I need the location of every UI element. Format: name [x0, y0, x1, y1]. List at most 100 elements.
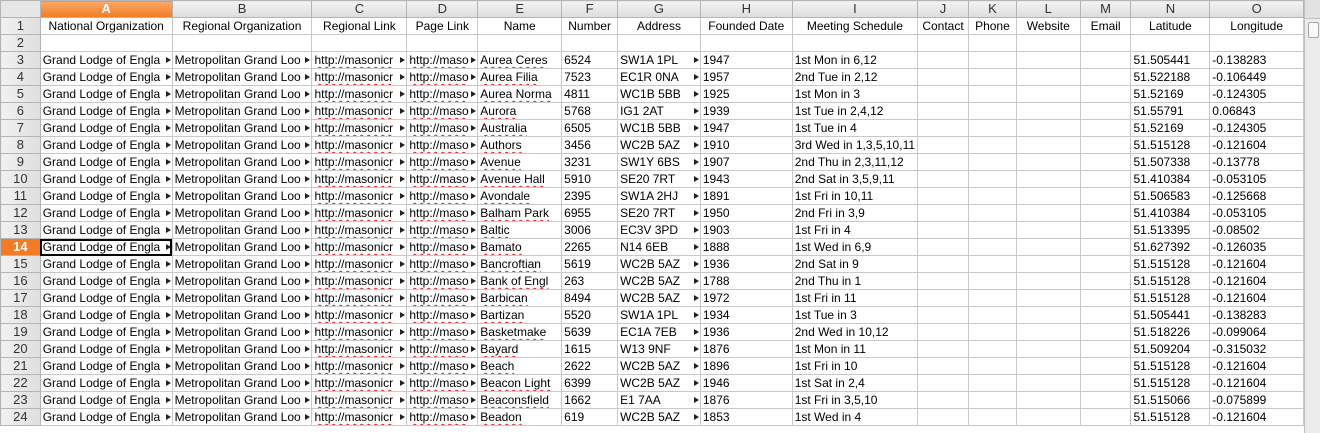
- cell-email[interactable]: [1079, 238, 1132, 256]
- cell-name[interactable]: Aurea Norma: [477, 85, 563, 103]
- cell-address[interactable]: W13 9NF: [617, 340, 701, 358]
- empty-cell[interactable]: [39, 34, 173, 52]
- cell-founded-date[interactable]: 1925: [699, 85, 793, 103]
- header-cell[interactable]: Meeting Schedule: [791, 17, 919, 35]
- cell-page-link[interactable]: http://maso: [406, 238, 479, 256]
- cell-name[interactable]: Beadon: [477, 408, 563, 426]
- cell-number[interactable]: 2395: [561, 187, 619, 205]
- row-header[interactable]: 11: [0, 187, 41, 205]
- cell-national-organization[interactable]: Grand Lodge of Engla: [39, 170, 173, 188]
- cell-longitude[interactable]: -0.121604: [1209, 136, 1304, 154]
- empty-cell[interactable]: [791, 34, 919, 52]
- cell-phone[interactable]: [967, 323, 1017, 341]
- cell-email[interactable]: [1079, 272, 1132, 290]
- cell-phone[interactable]: [967, 204, 1017, 222]
- cell-latitude[interactable]: 51.507338: [1130, 153, 1211, 171]
- cell-number[interactable]: 2265: [561, 238, 619, 256]
- row-header[interactable]: 23: [0, 391, 41, 409]
- cell-founded-date[interactable]: 1788: [699, 272, 793, 290]
- header-cell[interactable]: Website: [1015, 17, 1081, 35]
- cell-number[interactable]: 6505: [561, 119, 619, 137]
- vertical-scrollbar[interactable]: [1304, 0, 1320, 433]
- cell-national-organization[interactable]: Grand Lodge of Engla: [39, 391, 173, 409]
- cell-address[interactable]: WC1B 5BB: [617, 119, 701, 137]
- cell-contact[interactable]: [917, 357, 969, 375]
- cell-name[interactable]: Australia: [477, 119, 563, 137]
- cell-number[interactable]: 5619: [561, 255, 619, 273]
- cell-regional-link[interactable]: http://masonicr: [311, 306, 408, 324]
- column-header-c[interactable]: C: [311, 0, 408, 18]
- cell-longitude[interactable]: -0.075899: [1209, 391, 1304, 409]
- cell-email[interactable]: [1079, 306, 1132, 324]
- cell-regional-link[interactable]: http://masonicr: [311, 323, 408, 341]
- cell-regional-link[interactable]: http://masonicr: [311, 119, 408, 137]
- cell-national-organization[interactable]: Grand Lodge of Engla: [39, 255, 173, 273]
- cell-national-organization[interactable]: Grand Lodge of Engla: [39, 357, 173, 375]
- empty-cell[interactable]: [967, 34, 1017, 52]
- cell-latitude[interactable]: 51.627392: [1130, 238, 1211, 256]
- cell-meeting-schedule[interactable]: 1st Mon in 6,12: [791, 51, 919, 69]
- cell-email[interactable]: [1079, 221, 1132, 239]
- row-header[interactable]: 19: [0, 323, 41, 341]
- cell-address[interactable]: WC1B 5BB: [617, 85, 701, 103]
- cell-contact[interactable]: [917, 221, 969, 239]
- cell-longitude[interactable]: -0.13778: [1209, 153, 1304, 171]
- cell-name[interactable]: Beaconsfield: [477, 391, 563, 409]
- cell-page-link[interactable]: http://maso: [406, 357, 479, 375]
- cell-national-organization[interactable]: Grand Lodge of Engla: [39, 136, 173, 154]
- cell-latitude[interactable]: 51.506583: [1130, 187, 1211, 205]
- cell-national-organization[interactable]: Grand Lodge of Engla: [39, 204, 173, 222]
- cell-number[interactable]: 7523: [561, 68, 619, 86]
- cell-national-organization[interactable]: Grand Lodge of Engla: [39, 68, 173, 86]
- cell-website[interactable]: [1015, 340, 1081, 358]
- cell-regional-link[interactable]: http://masonicr: [311, 153, 408, 171]
- cell-longitude[interactable]: -0.138283: [1209, 51, 1304, 69]
- cell-website[interactable]: [1015, 374, 1081, 392]
- cell-email[interactable]: [1079, 204, 1132, 222]
- cell-contact[interactable]: [917, 153, 969, 171]
- cell-number[interactable]: 8494: [561, 289, 619, 307]
- cell-phone[interactable]: [967, 68, 1017, 86]
- cell-contact[interactable]: [917, 306, 969, 324]
- cell-address[interactable]: SW1Y 6BS: [617, 153, 701, 171]
- column-header-o[interactable]: O: [1209, 0, 1304, 18]
- cell-phone[interactable]: [967, 289, 1017, 307]
- cell-page-link[interactable]: http://maso: [406, 255, 479, 273]
- row-header[interactable]: 10: [0, 170, 41, 188]
- cell-website[interactable]: [1015, 306, 1081, 324]
- cell-page-link[interactable]: http://maso: [406, 51, 479, 69]
- cell-latitude[interactable]: 51.515128: [1130, 408, 1211, 426]
- cell-longitude[interactable]: -0.126035: [1209, 238, 1304, 256]
- cell-longitude[interactable]: 0.06843: [1209, 102, 1304, 120]
- cell-contact[interactable]: [917, 255, 969, 273]
- cell-latitude[interactable]: 51.515066: [1130, 391, 1211, 409]
- header-cell[interactable]: Contact: [917, 17, 969, 35]
- cell-regional-link[interactable]: http://masonicr: [311, 187, 408, 205]
- cell-email[interactable]: [1079, 255, 1132, 273]
- cell-national-organization[interactable]: Grand Lodge of Engla: [39, 374, 173, 392]
- header-cell[interactable]: National Organization: [39, 17, 173, 35]
- cell-meeting-schedule[interactable]: 3rd Wed in 1,3,5,10,11: [791, 136, 919, 154]
- cell-address[interactable]: WC2B 5AZ: [617, 289, 701, 307]
- cell-contact[interactable]: [917, 323, 969, 341]
- cell-contact[interactable]: [917, 289, 969, 307]
- cell-name[interactable]: Avenue: [477, 153, 563, 171]
- cell-website[interactable]: [1015, 136, 1081, 154]
- cell-page-link[interactable]: http://maso: [406, 289, 479, 307]
- header-cell[interactable]: Address: [617, 17, 701, 35]
- cell-longitude[interactable]: -0.099064: [1209, 323, 1304, 341]
- cell-latitude[interactable]: 51.505441: [1130, 51, 1211, 69]
- cell-longitude[interactable]: -0.124305: [1209, 85, 1304, 103]
- cell-national-organization[interactable]: Grand Lodge of Engla: [39, 323, 173, 341]
- cell-name[interactable]: Avenue Hall: [477, 170, 563, 188]
- header-cell[interactable]: Latitude: [1130, 17, 1211, 35]
- cell-address[interactable]: SW1A 1PL: [617, 51, 701, 69]
- cell-meeting-schedule[interactable]: 1st Fri in 10: [791, 357, 919, 375]
- cell-page-link[interactable]: http://maso: [406, 391, 479, 409]
- cell-website[interactable]: [1015, 119, 1081, 137]
- cell-regional-organization[interactable]: Metropolitan Grand Loo: [171, 85, 313, 103]
- cell-latitude[interactable]: 51.52169: [1130, 119, 1211, 137]
- cell-founded-date[interactable]: 1950: [699, 204, 793, 222]
- cell-phone[interactable]: [967, 357, 1017, 375]
